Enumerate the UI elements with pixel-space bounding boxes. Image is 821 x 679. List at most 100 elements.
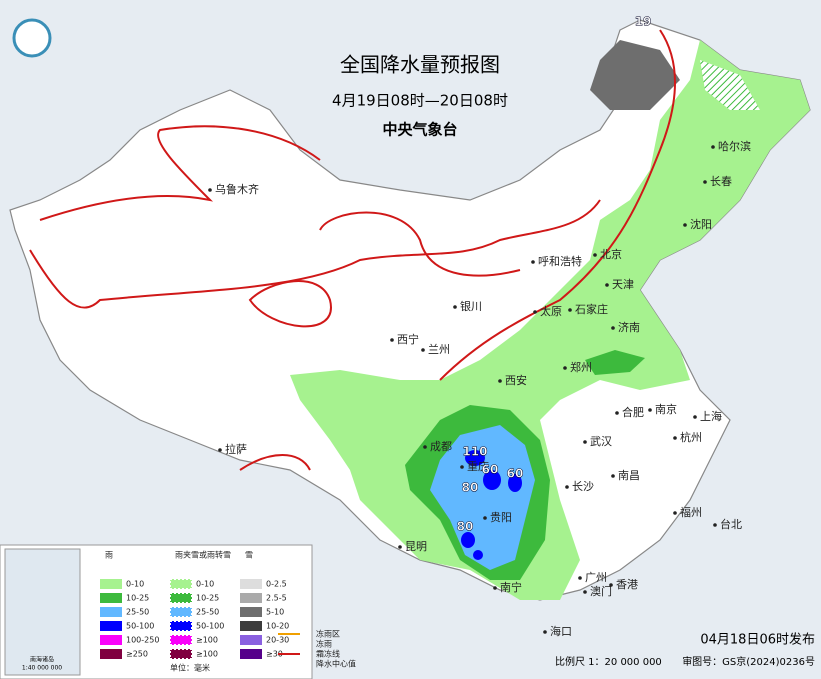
city-dot bbox=[583, 590, 587, 594]
city-dot bbox=[460, 465, 464, 469]
legend-label: 5-10 bbox=[266, 608, 284, 617]
center-value: 80 bbox=[457, 520, 474, 534]
legend-label: 10-20 bbox=[266, 622, 289, 631]
frost-lines bbox=[29, 29, 676, 471]
inset-map bbox=[4, 548, 81, 676]
city-label: 拉萨 bbox=[225, 442, 247, 456]
city-dot bbox=[493, 586, 497, 590]
legend-label: 0-2.5 bbox=[266, 580, 287, 589]
city-dot bbox=[693, 415, 697, 419]
city-dot bbox=[703, 180, 707, 184]
legend-swatch bbox=[100, 579, 122, 589]
city-label: 兰州 bbox=[428, 343, 450, 356]
logo bbox=[12, 18, 52, 58]
legend-label: ≥250 bbox=[126, 650, 148, 659]
city-label: 太原 bbox=[540, 305, 562, 318]
city-label: 天津 bbox=[612, 278, 634, 291]
city-dot bbox=[563, 366, 567, 370]
city-dot bbox=[565, 485, 569, 489]
city-dot bbox=[568, 308, 572, 312]
legend-label: ≥30 bbox=[266, 650, 283, 659]
city-dot bbox=[683, 223, 687, 227]
city-label: 台北 bbox=[720, 517, 742, 531]
center-value: 110 bbox=[462, 445, 487, 459]
city-dot bbox=[578, 576, 582, 580]
city-dot bbox=[605, 283, 609, 287]
scale: 比例尺 1：20 000 000 bbox=[555, 655, 662, 668]
legend-swatch bbox=[240, 593, 262, 603]
inset-label: 南海诸岛 bbox=[30, 656, 54, 664]
city-label: 合肥 bbox=[622, 405, 644, 419]
city-label: 石家庄 bbox=[575, 302, 608, 316]
city-label: 海口 bbox=[550, 624, 572, 638]
legend-swatch bbox=[240, 621, 262, 631]
city-label: 广州 bbox=[585, 571, 607, 584]
city-dot bbox=[423, 445, 427, 449]
city-label: 香港 bbox=[616, 578, 638, 591]
snow-5-10 bbox=[590, 40, 680, 110]
legend-swatch bbox=[169, 620, 193, 632]
legend-label: 50-100 bbox=[196, 622, 224, 631]
city-dot bbox=[673, 511, 677, 515]
city-dot bbox=[533, 310, 537, 314]
city-dot bbox=[390, 338, 394, 342]
legend-label: 0-10 bbox=[126, 580, 144, 589]
issued: 04月18日06时发布 bbox=[700, 632, 815, 648]
city-dot bbox=[711, 145, 715, 149]
legend-title: 雨夹雪或雨转雪 bbox=[175, 550, 231, 560]
rain-10-25 bbox=[585, 350, 645, 375]
symbol-label: 降水中心值 bbox=[316, 659, 356, 669]
legend-label: 0-10 bbox=[196, 580, 214, 589]
symbol-label: 冻雨 bbox=[316, 639, 332, 649]
city-dot bbox=[648, 408, 652, 412]
city-dot bbox=[583, 440, 587, 444]
city-label: 乌鲁木齐 bbox=[215, 182, 259, 196]
city-dot bbox=[615, 411, 619, 415]
city-dot bbox=[498, 379, 502, 383]
city-label: 哈尔滨 bbox=[718, 139, 751, 153]
legend-swatch bbox=[169, 606, 193, 618]
legend-title: 雪 bbox=[245, 551, 253, 560]
city-label: 武汉 bbox=[590, 435, 612, 448]
legend-swatch bbox=[100, 593, 122, 603]
city-label: 北京 bbox=[600, 247, 622, 261]
center-value: 19 bbox=[635, 15, 652, 29]
city-dot bbox=[218, 448, 222, 452]
city-label: 呼和浩特 bbox=[538, 254, 582, 268]
issuer: 中央气象台 bbox=[382, 121, 457, 139]
city-label: 济南 bbox=[618, 320, 640, 334]
center-value: 60 bbox=[507, 467, 524, 481]
city-label: 沈阳 bbox=[690, 217, 712, 231]
legend-label: 25-50 bbox=[126, 608, 149, 617]
legend-swatch bbox=[169, 578, 193, 590]
legend-label: ≥100 bbox=[196, 636, 218, 645]
city-dot bbox=[483, 516, 487, 520]
city-dot bbox=[713, 523, 717, 527]
legend-swatch bbox=[100, 649, 122, 659]
legend-unit: 单位：毫米 bbox=[170, 663, 210, 673]
country-outline bbox=[9, 19, 811, 601]
heavy-rain bbox=[461, 450, 522, 560]
city-dot bbox=[453, 305, 457, 309]
city-dot bbox=[611, 474, 615, 478]
city-dot bbox=[673, 436, 677, 440]
city-label: 贵阳 bbox=[490, 511, 512, 524]
legend-swatch bbox=[240, 649, 262, 659]
mixed-area bbox=[700, 60, 760, 110]
city-label: 西安 bbox=[505, 373, 527, 387]
city-label: 杭州 bbox=[680, 430, 702, 444]
legend-swatch bbox=[100, 607, 122, 617]
city-dot bbox=[609, 583, 613, 587]
city-label: 上海 bbox=[700, 409, 722, 423]
review-no: 审图号：GS京(2024)0236号 bbox=[682, 655, 815, 668]
city-label: 长沙 bbox=[572, 480, 594, 493]
legend-label: 10-25 bbox=[196, 594, 219, 603]
legend-title: 雨 bbox=[105, 551, 113, 560]
city-label: 郑州 bbox=[570, 360, 592, 374]
city-label: 重庆 bbox=[467, 459, 489, 473]
city-dot bbox=[593, 253, 597, 257]
legend-swatch bbox=[169, 592, 193, 604]
city-label: 西宁 bbox=[397, 332, 419, 346]
title: 全国降水量预报图 bbox=[340, 53, 500, 77]
